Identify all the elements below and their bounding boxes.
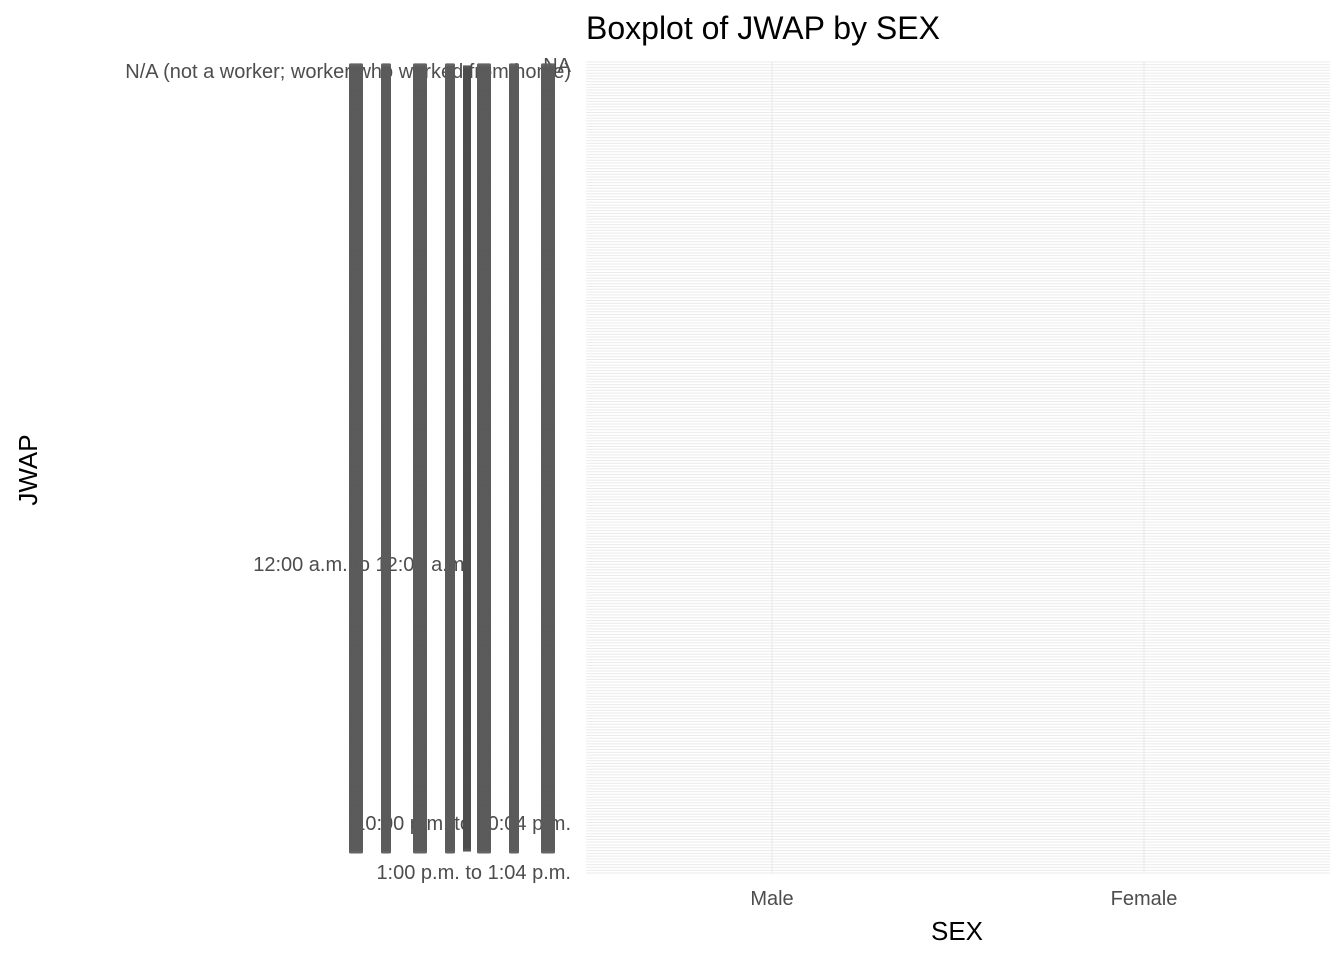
y-tick-separator [463, 65, 471, 72]
y-tick-glyph [477, 63, 491, 74]
x-tick-label: Female [1111, 888, 1178, 910]
y-axis-title: JWAP [13, 434, 43, 505]
y-tick-glyph [413, 63, 427, 74]
chart-title: Boxplot of JWAP by SEX [586, 10, 940, 46]
x-tick-label: Male [750, 888, 793, 910]
x-axis-title: SEX [931, 916, 983, 946]
y-tick-glyph [381, 63, 391, 74]
y-tick-labels: 1:00 p.m. to 1:04 p.m.10:00 p.m. to 10:0… [125, 55, 571, 884]
y-tick-glyph [349, 63, 363, 74]
y-tick-glyph [445, 63, 455, 74]
x-tick-labels: Male Female [750, 888, 1177, 910]
y-tick-glyph [509, 63, 519, 74]
grid-layer [586, 61, 1330, 874]
y-tick-label: N/A (not a worker; worker who worked fro… [125, 61, 571, 83]
y-tick-glyph [541, 63, 555, 74]
y-tick-label: 1:00 p.m. to 1:04 p.m. [376, 862, 571, 884]
dense-y-tick [349, 63, 555, 74]
